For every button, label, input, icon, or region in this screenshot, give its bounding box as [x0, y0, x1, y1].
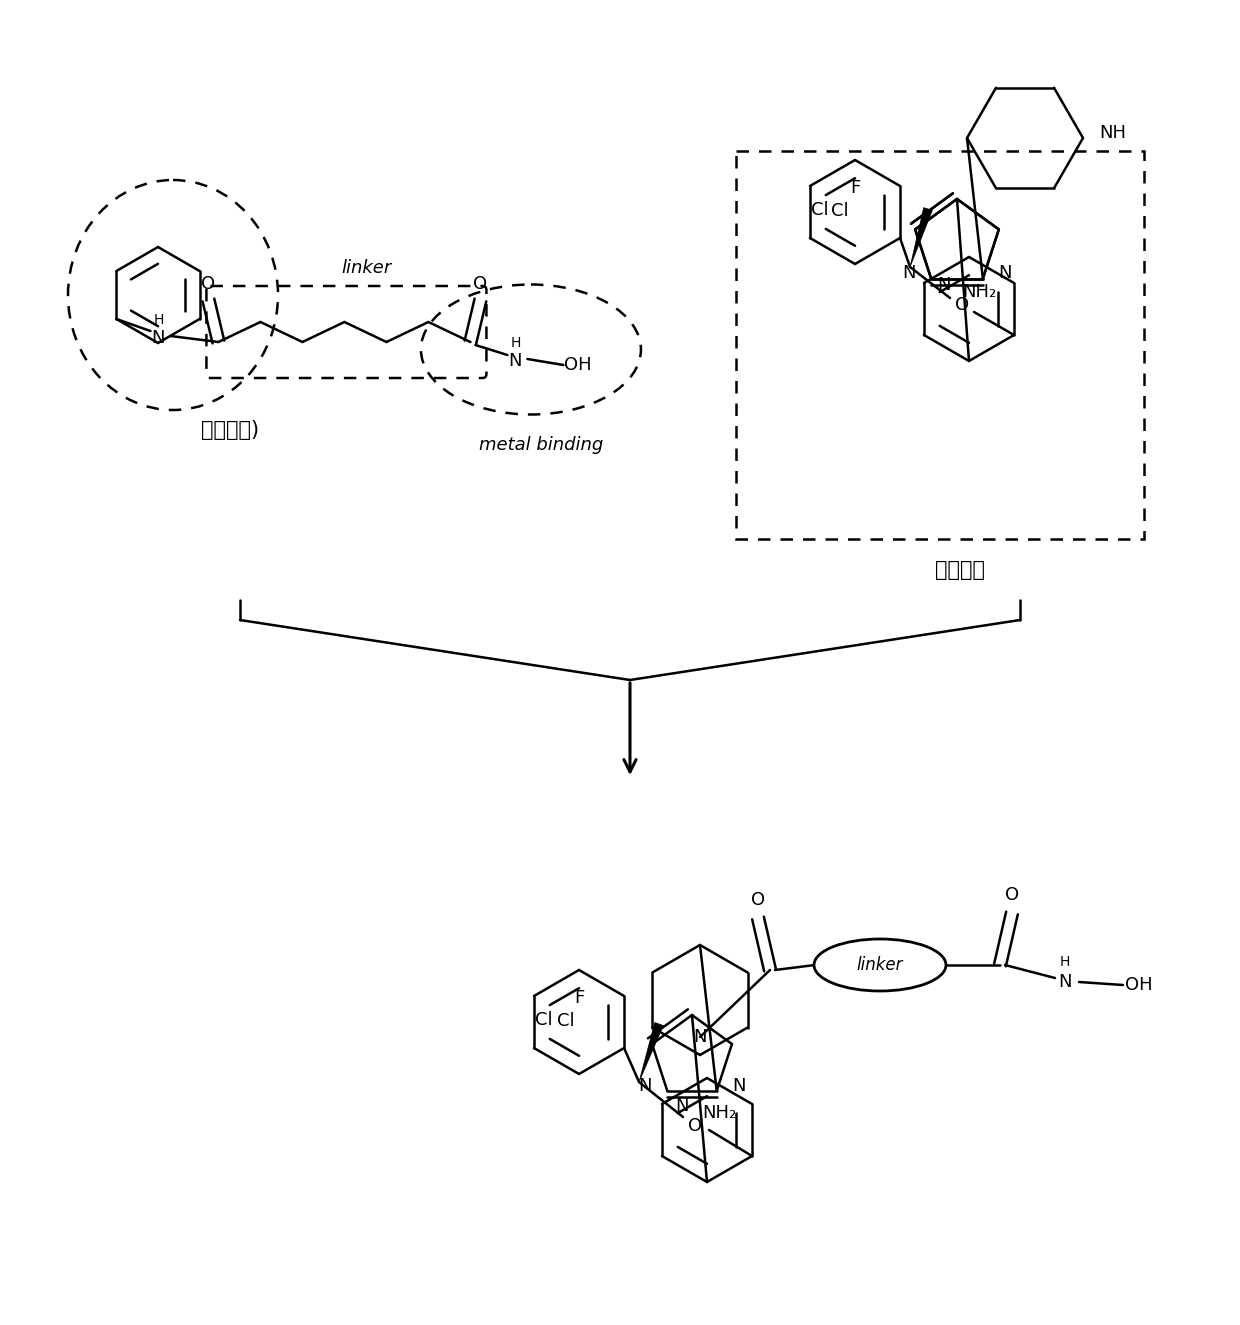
Text: O: O	[688, 1117, 702, 1136]
Text: F: F	[849, 179, 861, 197]
Text: NH₂: NH₂	[702, 1104, 737, 1122]
Text: N: N	[639, 1077, 652, 1094]
Text: Cl: Cl	[811, 201, 828, 219]
Text: NH₂: NH₂	[962, 284, 996, 301]
Text: N: N	[693, 1028, 707, 1045]
Text: O: O	[474, 276, 487, 293]
Text: Cl: Cl	[831, 201, 849, 220]
Text: NH: NH	[1100, 125, 1126, 142]
Text: O: O	[955, 295, 970, 314]
Text: OH: OH	[564, 356, 591, 374]
Polygon shape	[910, 208, 932, 268]
Text: N: N	[1058, 973, 1071, 991]
Text: H: H	[1060, 955, 1070, 969]
Text: N: N	[998, 264, 1012, 282]
Text: F: F	[574, 988, 584, 1007]
Text: N: N	[151, 329, 165, 347]
Ellipse shape	[813, 939, 946, 991]
Text: OH: OH	[1125, 977, 1153, 994]
Text: N: N	[676, 1097, 688, 1116]
Text: 克咔替尺: 克咔替尺	[935, 560, 985, 580]
Text: N: N	[732, 1077, 745, 1094]
Polygon shape	[639, 1023, 663, 1083]
Text: O: O	[201, 276, 216, 293]
Text: H: H	[510, 337, 521, 350]
Text: Cl: Cl	[536, 1011, 553, 1030]
Text: metal binding: metal binding	[479, 436, 603, 453]
Text: O: O	[751, 890, 765, 909]
Text: 伏立诺他): 伏立诺他)	[201, 420, 259, 440]
Text: linker: linker	[341, 258, 392, 277]
Text: linker: linker	[857, 957, 903, 974]
Text: H: H	[154, 313, 164, 327]
Text: N: N	[508, 352, 522, 370]
Text: N: N	[903, 264, 916, 282]
Text: Cl: Cl	[557, 1012, 575, 1030]
Text: O: O	[1004, 886, 1019, 904]
Text: N: N	[937, 276, 951, 294]
